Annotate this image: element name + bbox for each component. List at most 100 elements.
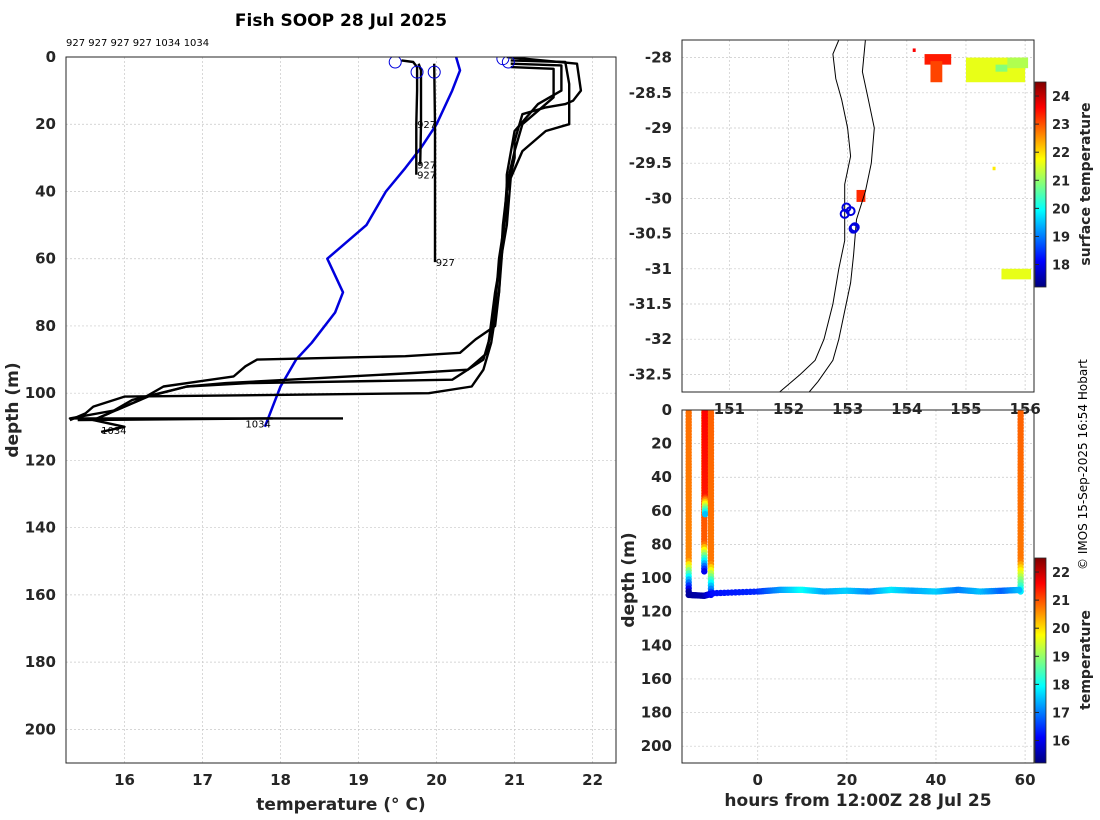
profile-ytick-label: 20 [35,115,56,133]
timeseries-data [685,410,1024,599]
timeseries-colorbar-tick-label: 18 [1052,678,1070,693]
profile-line [92,65,555,434]
timeseries-colorbar [1034,557,1047,764]
map-ytick-label: -31.5 [629,295,672,313]
sst-patch [930,61,943,83]
map-colorbar-tick-label: 23 [1052,118,1070,133]
map-data [779,40,1032,392]
profile-ytick-label: 100 [25,384,56,402]
timeseries-colorbar-label: temperature [1078,610,1094,710]
timeseries-ylabel: depth (m) [619,532,639,627]
timeseries-ytick-label: 60 [651,502,672,520]
map-colorbar-tick-label: 20 [1052,202,1070,217]
profile-ytick-label: 60 [35,250,56,268]
map-ytick-label: -32.5 [629,365,672,383]
sst-patch [912,48,916,52]
profile-ytick-label: 140 [25,519,56,537]
profile-cast-label: 1034 [101,426,126,437]
profile-cast-label: 1034 [245,419,270,430]
timeseries-ytick-label: 80 [651,535,672,553]
profile-ytick-label: 40 [35,182,56,200]
profile-start-marker [427,65,441,79]
profile-ytick-label: 160 [25,586,56,604]
cast-ids-line: 927 927 927 927 1034 1034 [66,38,209,49]
timeseries-colorbar-tick-label: 21 [1052,594,1070,609]
map-xtick-label: 154 [891,400,922,418]
timeseries-frame [681,409,1035,764]
map-ytick-label: -32 [645,330,672,348]
map-panel: 151 152 153 154 155 156 -28 -28.5 -29 -29.5 -30 -30… [629,39,1094,418]
isobath-line [808,40,875,392]
sst-patch [995,64,1008,72]
coastline [779,40,852,392]
map-colorbar-tick-label: 22 [1052,146,1070,161]
profile-series [68,57,583,434]
timeseries-ytick-label: 0 [662,401,672,419]
map-ytick-label: -28 [645,49,672,67]
timeseries-xtick-label: 40 [926,771,947,789]
map-xtick-label: 155 [950,400,981,418]
map-grid [682,40,1034,392]
map-xtick-label: 156 [1009,400,1040,418]
profile-line [92,59,571,422]
profile-cast-label: 927 [417,120,436,131]
profile-line [77,417,273,422]
profile-line [401,59,419,175]
map-colorbar [1034,81,1047,288]
timeseries-colorbar-tick-label: 22 [1052,566,1070,581]
profile-start-marker [410,65,424,79]
profile-panel: Fish SOOP 28 Jul 2025 927 927 927 927 10… [3,11,617,815]
timeseries-colorbar-tick-label: 19 [1052,650,1070,665]
map-ytick-label: -29 [645,119,672,137]
profile-xtick-label: 21 [504,771,525,789]
map-ytick-label: -30 [645,189,672,207]
timeseries-colorbar-tick-label: 20 [1052,622,1070,637]
profile-cast-label: 927 [417,171,436,182]
map-frame [681,39,1035,393]
map-colorbar-ticks: 18 19 20 21 22 23 24 [1035,90,1070,274]
timeseries-ytick-label: 40 [651,468,672,486]
profile-ytick-label: 200 [25,720,56,738]
sst-patch [856,189,866,202]
profile-line [433,63,437,263]
profile-ytick-label: 0 [46,48,56,66]
cast-location-marker [839,208,850,219]
sst-patch [1007,57,1029,69]
sst-patch [1001,268,1032,280]
map-colorbar-tick-label: 19 [1052,230,1070,245]
map-ytick-label: -31 [645,260,672,278]
timeseries-grid [682,409,1034,763]
credit-text: © IMOS 15-Sep-2025 16:54 Hobart [1076,359,1090,570]
timeseries-ytick-label: 100 [641,569,672,587]
timeseries-xtick-label: 20 [836,771,857,789]
map-ytick-label: -29.5 [629,154,672,172]
sst-patch [924,54,952,65]
profile-cast-label: 927 [436,258,455,269]
timeseries-colorbar-tick-label: 17 [1052,706,1070,721]
profile-frame [65,56,617,764]
profile-xtick-label: 19 [348,771,369,789]
cast-sample-point [701,511,709,518]
profile-xtick-label: 17 [192,771,213,789]
profile-xtick-label: 18 [270,771,291,789]
profile-xtick-label: 22 [582,771,603,789]
timeseries-ytick-label: 20 [651,435,672,453]
profile-ytick-label: 180 [25,653,56,671]
map-colorbar-tick-label: 21 [1052,174,1070,189]
profile-ytick-label: 120 [25,451,56,469]
map-colorbar-label: surface temperature [1078,102,1094,265]
map-xtick-label: 152 [773,400,804,418]
timeseries-ytick-label: 180 [641,704,672,722]
profile-xlabel: temperature (° C) [256,795,425,815]
profile-line [68,62,563,420]
cast-location-marker [848,223,859,234]
map-colorbar-tick-label: 24 [1052,90,1070,105]
map-xtick-label: 153 [832,400,863,418]
timeseries-ytick-label: 120 [641,603,672,621]
timeseries-ytick-label: 140 [641,636,672,654]
cast-sample-point [701,568,708,575]
timeseries-ticks: 0 20 40 60 0 20 40 60 80 100 120 140 160 180 200 [641,401,1036,789]
timeseries-xtick-label: 0 [753,771,763,789]
